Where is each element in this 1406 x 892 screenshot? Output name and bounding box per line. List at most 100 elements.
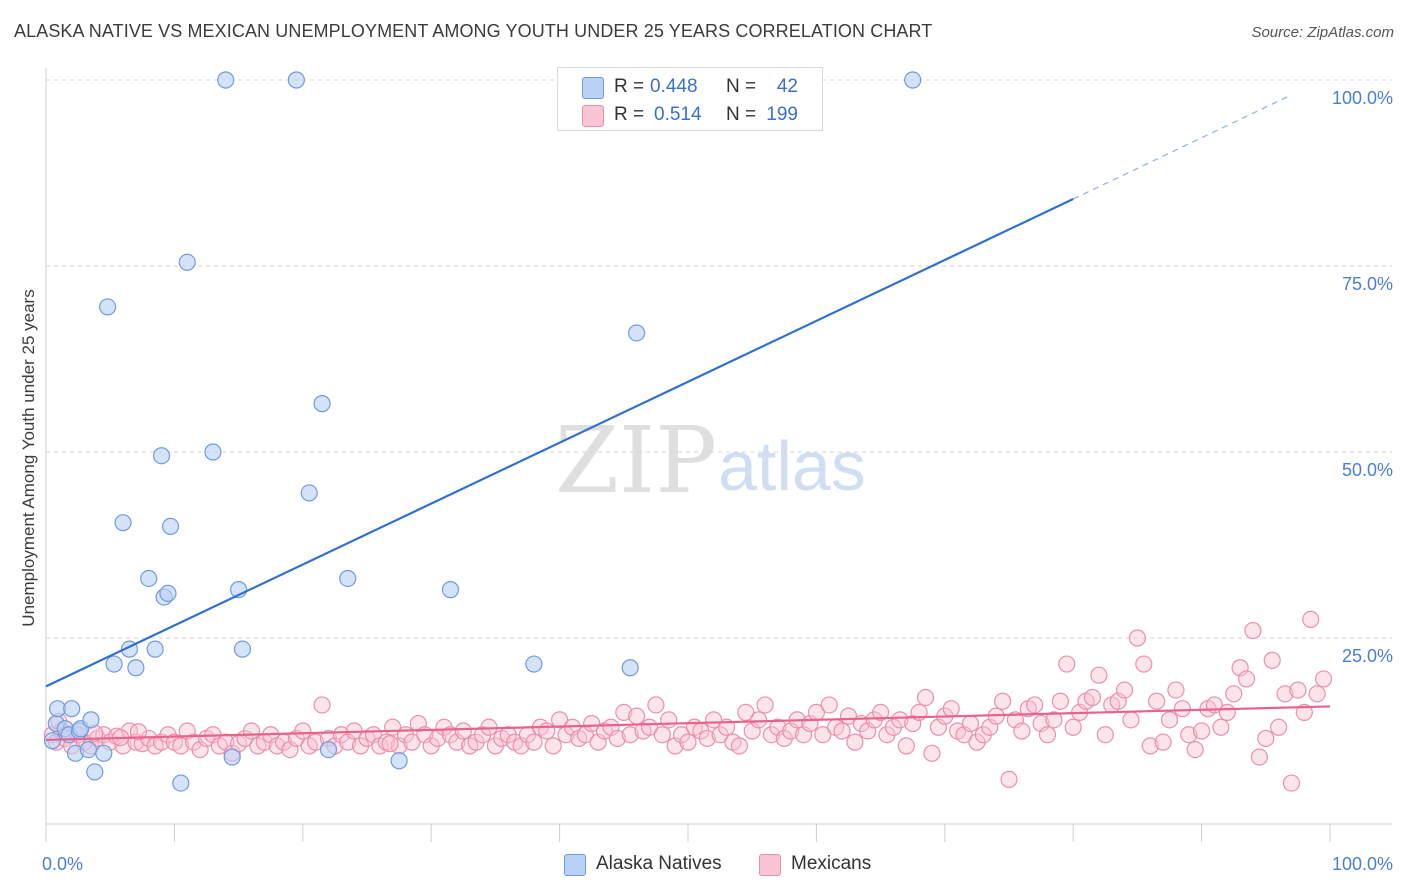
mexican-point <box>1173 700 1191 718</box>
mexican-point <box>294 722 312 740</box>
watermark: ZIP atlas <box>555 407 866 514</box>
mexican-point <box>1148 692 1166 710</box>
alaska-point <box>146 640 164 658</box>
mexican-point <box>242 722 261 740</box>
alaska-point <box>159 584 177 602</box>
mexican-point <box>583 714 601 733</box>
mexican-point <box>1314 670 1333 688</box>
mexican-point <box>1000 770 1018 788</box>
alaska-point <box>82 711 100 729</box>
mexican-point <box>942 700 960 718</box>
mexican-point <box>454 722 472 740</box>
mexican-point <box>1045 711 1063 729</box>
alaska-point <box>152 447 171 465</box>
alaska-point <box>390 752 408 770</box>
watermark-atlas: atlas <box>718 427 866 505</box>
alaska-trend-line <box>45 198 1074 688</box>
alaska-point <box>233 640 252 658</box>
mexican-point <box>1115 681 1134 699</box>
mexican-point <box>307 733 325 751</box>
source-label: Source: ZipAtlas.com <box>1251 24 1394 41</box>
mexican-point <box>698 729 716 748</box>
mexican-point <box>993 692 1012 710</box>
mexican-point <box>897 737 915 755</box>
mexican-point <box>1270 718 1288 736</box>
legend-swatch-alaska <box>582 77 604 99</box>
mexican-point <box>1302 610 1320 629</box>
alaska-point <box>313 395 331 413</box>
alaska-point <box>161 517 180 536</box>
mexican-point <box>814 726 832 744</box>
legend-row-mexican: R = 0.514 N = 199 <box>558 102 822 130</box>
alaska-point <box>178 253 196 271</box>
mexican-point <box>403 733 421 751</box>
grid-lines <box>46 79 1392 639</box>
mexican-point <box>538 722 556 740</box>
mexican-point <box>1141 737 1159 755</box>
mexican-point <box>1289 681 1307 699</box>
mexican-point <box>550 711 569 729</box>
mexican-point <box>820 696 838 714</box>
mexican-point <box>1122 711 1140 729</box>
mexican-point <box>1083 688 1102 707</box>
legend-r-value-mexican: 0.514 <box>654 104 702 125</box>
alaska-point <box>79 740 97 759</box>
mexican-point <box>1263 651 1281 669</box>
mexican-point <box>381 735 399 753</box>
x-tick-labels: 0.0% 100.0% <box>42 854 1393 874</box>
series-alaska-natives <box>43 71 922 792</box>
legend-n-value-alaska: 42 <box>776 76 798 97</box>
mexican-point <box>891 711 909 729</box>
trend-lines <box>45 94 1331 742</box>
y-tick-labels: 25.0% 50.0% 75.0% 100.0% <box>1332 88 1393 666</box>
mexican-point <box>1212 718 1230 736</box>
mexican-point <box>1064 718 1082 736</box>
alaska-point <box>172 774 190 792</box>
mexican-point <box>1186 740 1204 759</box>
legend-n-label: N = <box>726 76 757 97</box>
alaska-point <box>86 763 104 781</box>
mexican-point <box>544 737 562 755</box>
watermark-zip: ZIP <box>555 407 717 514</box>
mexican-point <box>1180 726 1198 744</box>
mexican-point <box>1276 685 1294 703</box>
mexican-point <box>653 726 671 744</box>
mexican-point <box>1257 729 1275 748</box>
legend-label-alaska-natives: Alaska Natives <box>596 853 722 874</box>
mexican-point <box>628 707 646 725</box>
alaska-point <box>140 569 158 588</box>
mexican-point <box>1244 621 1262 640</box>
mexican-point <box>1090 666 1108 684</box>
mexican-point <box>1128 629 1147 647</box>
legend-row-alaska: R = 0.448 N = 42 <box>558 74 822 102</box>
alaska-point <box>127 659 145 677</box>
mexican-point <box>660 711 678 729</box>
chart-title: ALASKA NATIVE VS MEXICAN UNEMPLOYMENT AM… <box>14 21 933 41</box>
mexican-point <box>647 696 665 714</box>
alaska-point <box>95 744 113 762</box>
alaska-point <box>105 655 123 673</box>
mexican-point <box>833 722 851 740</box>
x-tick-label-min: 0.0% <box>42 854 83 874</box>
mexican-point <box>172 737 190 755</box>
y-tick-label: 25.0% <box>1342 646 1393 666</box>
series-legend: Alaska Natives Mexicans <box>0 852 1406 878</box>
mexican-point <box>621 726 639 744</box>
mexican-point <box>1135 655 1153 673</box>
mexican-point <box>756 696 774 714</box>
legend-r-value-alaska: 0.448 <box>650 76 698 97</box>
alaska-point <box>628 324 646 342</box>
alaska-point <box>287 71 305 89</box>
legend-label-mexicans: Mexicans <box>791 853 872 874</box>
mexican-point <box>750 711 768 729</box>
mexican-point <box>916 688 935 707</box>
mexican-point <box>1250 748 1268 766</box>
mexican-point <box>871 703 890 722</box>
mexican-point <box>1192 722 1211 740</box>
legend-r-label: R = <box>614 76 645 97</box>
mexican-point <box>1295 703 1313 722</box>
mexican-point <box>1282 774 1301 792</box>
alaska-point <box>300 484 318 502</box>
alaska-point <box>621 659 639 677</box>
